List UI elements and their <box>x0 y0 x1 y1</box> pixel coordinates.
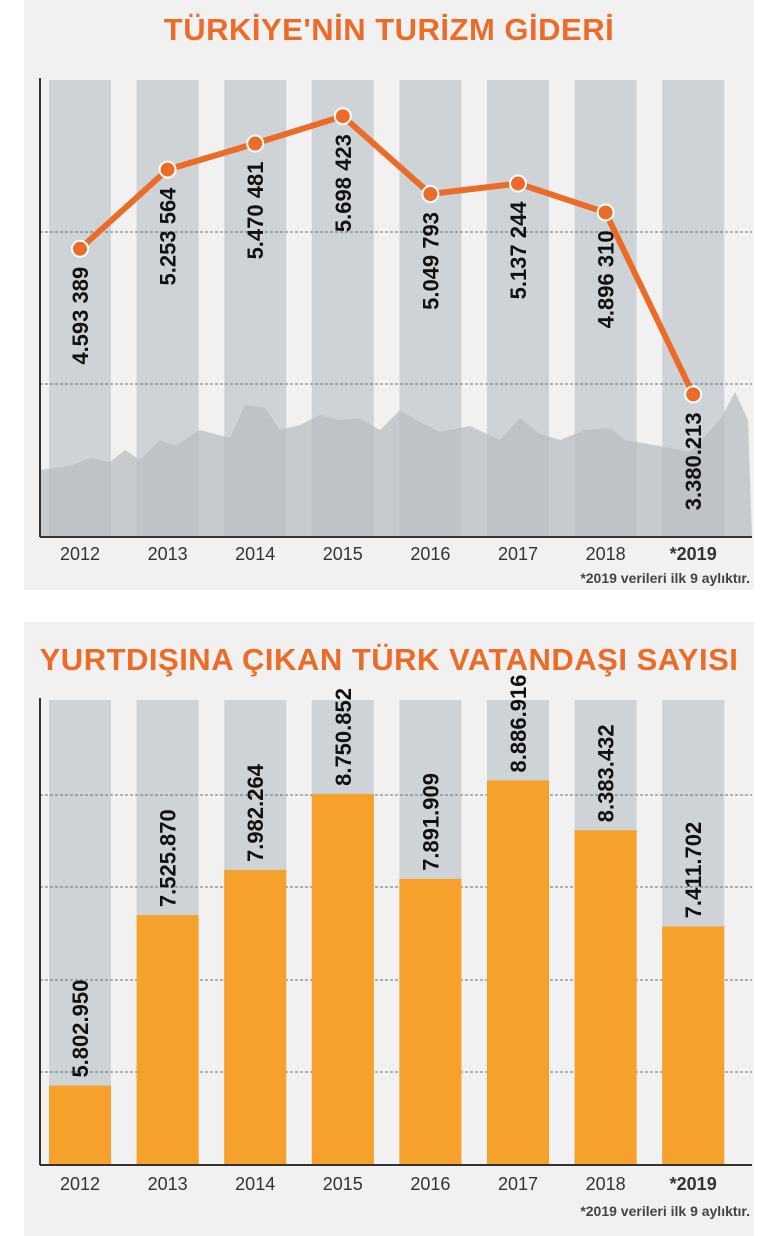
citizens-bar <box>224 869 287 1165</box>
citizens-abroad-title: YURTDIŞINA ÇIKAN TÜRK VATANDAŞI SAYISI <box>39 642 739 677</box>
citizens-value-label: 8.383.432 <box>594 724 619 822</box>
citizens-x-tick-label: 2014 <box>235 1174 275 1194</box>
citizens-x-tick-label: 2012 <box>60 1174 100 1194</box>
tourism-point <box>246 134 265 153</box>
tourism-x-tick-label: *2019 <box>670 544 717 564</box>
citizens-bar <box>574 830 637 1165</box>
tourism-value-label: 5.470 481 <box>243 162 268 260</box>
citizens-x-tick-label: 2018 <box>586 1174 626 1194</box>
tourism-value-label: 3.380.213 <box>681 412 706 510</box>
tourism-point <box>421 185 440 204</box>
citizens-x-tick-label: 2017 <box>498 1174 538 1194</box>
citizens-value-label: 5.802.950 <box>68 980 93 1078</box>
citizens-x-tick-label: *2019 <box>670 1174 717 1194</box>
tourism-expense-title: TÜRKİYE'NİN TURİZM GİDERİ <box>163 12 615 47</box>
tourism-point <box>684 385 703 404</box>
citizens-bar <box>399 878 462 1165</box>
citizens-x-tick-label: 2015 <box>323 1174 363 1194</box>
citizens-value-label: 8.750.852 <box>331 688 356 786</box>
tourism-point <box>71 239 89 258</box>
tourism-point <box>509 174 527 193</box>
tourism-value-label: 5.049 793 <box>418 212 443 310</box>
tourism-point <box>158 160 177 179</box>
citizens-x-tick-label: 2013 <box>148 1174 188 1194</box>
tourism-x-tick-label: 2012 <box>60 544 100 564</box>
tourism-x-tick-label: 2015 <box>323 544 363 564</box>
citizens-value-label: 7.891.909 <box>418 773 443 871</box>
skyline-silhouette <box>40 392 752 537</box>
tourism-x-tick-label: 2016 <box>410 544 450 564</box>
citizens-value-label: 8.886.916 <box>506 675 531 773</box>
tourism-value-label: 5.253 564 <box>156 187 181 286</box>
tourism-value-label: 4.593 389 <box>68 267 93 365</box>
citizens-bar <box>136 915 199 1165</box>
tourism-value-label: 4.896 310 <box>594 230 619 328</box>
citizens-bar <box>487 780 549 1165</box>
citizens-bar <box>49 1085 111 1165</box>
tourism-point <box>333 107 352 126</box>
tourism-series-line <box>77 113 696 396</box>
citizens-value-label: 7.982.264 <box>243 763 268 862</box>
citizens-value-label: 7.525.870 <box>156 809 181 907</box>
citizens-x-tick-label: 2016 <box>410 1174 450 1194</box>
tourism-value-label: 5.137 244 <box>506 201 531 300</box>
tourism-value-label: 5.698 423 <box>331 134 356 232</box>
tourism-x-tick-label: 2014 <box>235 544 275 564</box>
tourism-x-tick-label: 2017 <box>498 544 538 564</box>
tourism-point <box>596 203 615 222</box>
citizens-abroad-footnote: *2019 verileri ilk 9 aylıktır. <box>580 1203 750 1219</box>
citizens-value-label: 7.411.702 <box>681 822 706 919</box>
citizens-bar <box>311 793 374 1165</box>
tourism-x-tick-label: 2013 <box>148 544 188 564</box>
tourism-x-tick-label: 2018 <box>586 544 626 564</box>
tourism-expense-footnote: *2019 verileri ilk 9 aylıktır. <box>580 570 750 586</box>
citizens-bar <box>662 926 725 1165</box>
